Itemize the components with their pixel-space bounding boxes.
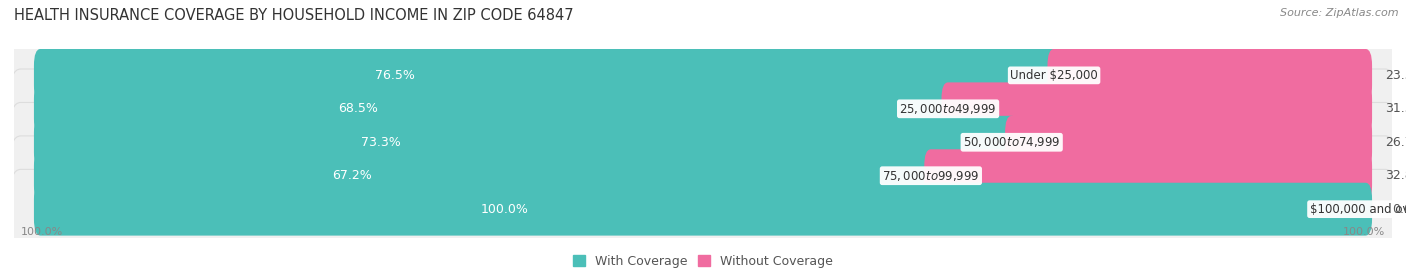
FancyBboxPatch shape [10, 136, 1396, 215]
Text: 26.7%: 26.7% [1385, 136, 1406, 149]
FancyBboxPatch shape [34, 49, 1060, 102]
Text: 0.0%: 0.0% [1392, 203, 1406, 216]
FancyBboxPatch shape [924, 149, 1372, 202]
Text: $50,000 to $74,999: $50,000 to $74,999 [963, 135, 1060, 149]
FancyBboxPatch shape [34, 82, 955, 135]
FancyBboxPatch shape [10, 102, 1396, 182]
FancyBboxPatch shape [1005, 116, 1372, 169]
Text: 100.0%: 100.0% [481, 203, 529, 216]
Text: $25,000 to $49,999: $25,000 to $49,999 [900, 102, 997, 116]
Legend: With Coverage, Without Coverage: With Coverage, Without Coverage [568, 250, 838, 270]
FancyBboxPatch shape [10, 69, 1396, 148]
Text: Under $25,000: Under $25,000 [1011, 69, 1098, 82]
Text: 73.3%: 73.3% [360, 136, 401, 149]
Text: 68.5%: 68.5% [339, 102, 378, 115]
FancyBboxPatch shape [1047, 49, 1372, 102]
FancyBboxPatch shape [34, 149, 938, 202]
Text: 31.5%: 31.5% [1385, 102, 1406, 115]
FancyBboxPatch shape [942, 82, 1372, 135]
FancyBboxPatch shape [10, 169, 1396, 249]
Text: 76.5%: 76.5% [375, 69, 415, 82]
FancyBboxPatch shape [34, 183, 1372, 236]
Text: 100.0%: 100.0% [1343, 227, 1385, 237]
FancyBboxPatch shape [10, 36, 1396, 115]
Text: 23.5%: 23.5% [1385, 69, 1406, 82]
Text: $100,000 and over: $100,000 and over [1309, 203, 1406, 216]
Text: 100.0%: 100.0% [21, 227, 63, 237]
Text: 32.8%: 32.8% [1385, 169, 1406, 182]
Text: Source: ZipAtlas.com: Source: ZipAtlas.com [1281, 8, 1399, 18]
Text: HEALTH INSURANCE COVERAGE BY HOUSEHOLD INCOME IN ZIP CODE 64847: HEALTH INSURANCE COVERAGE BY HOUSEHOLD I… [14, 8, 574, 23]
Text: 67.2%: 67.2% [332, 169, 373, 182]
FancyBboxPatch shape [34, 116, 1018, 169]
Text: $75,000 to $99,999: $75,000 to $99,999 [882, 169, 980, 183]
